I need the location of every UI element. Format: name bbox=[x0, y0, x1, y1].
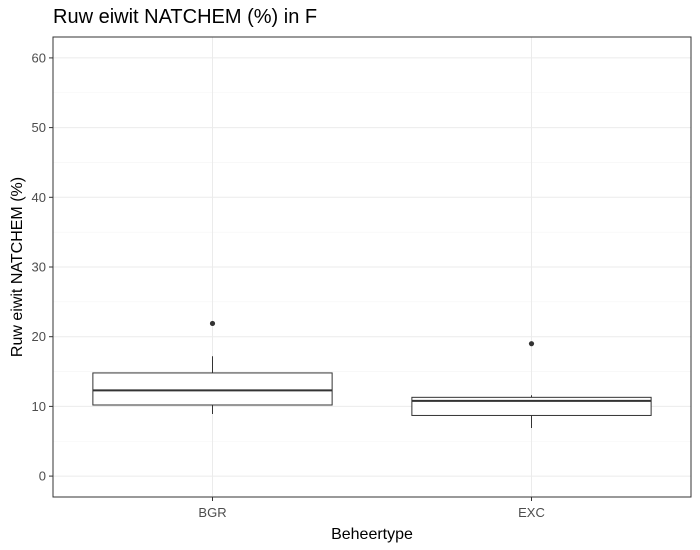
box-exc bbox=[411, 341, 652, 428]
x-tick-label: EXC bbox=[518, 505, 545, 520]
y-tick-label: 60 bbox=[32, 50, 46, 65]
box-iqr bbox=[411, 396, 652, 416]
x-axis: BGR EXC bbox=[198, 497, 545, 520]
box-bgr bbox=[92, 320, 333, 415]
x-tick-label: BGR bbox=[198, 505, 226, 520]
y-tick-label: 0 bbox=[39, 469, 46, 484]
y-axis-title: Ruw eiwit NATCHEM (%) bbox=[9, 177, 26, 357]
y-tick-label: 20 bbox=[32, 329, 46, 344]
chart-title: Ruw eiwit NATCHEM (%) in F bbox=[53, 6, 318, 28]
box-series bbox=[92, 320, 652, 428]
outlier-point bbox=[209, 320, 216, 327]
y-axis: 0 10 20 30 40 50 60 bbox=[32, 50, 53, 484]
y-tick-label: 10 bbox=[32, 399, 46, 414]
grid-lines bbox=[53, 37, 691, 497]
y-tick-label: 30 bbox=[32, 260, 46, 275]
box-iqr bbox=[92, 372, 333, 406]
outlier-point bbox=[528, 341, 535, 347]
y-tick-label: 40 bbox=[32, 190, 46, 205]
y-tick-label: 50 bbox=[32, 120, 46, 135]
x-axis-title: Beheertype bbox=[331, 526, 413, 543]
